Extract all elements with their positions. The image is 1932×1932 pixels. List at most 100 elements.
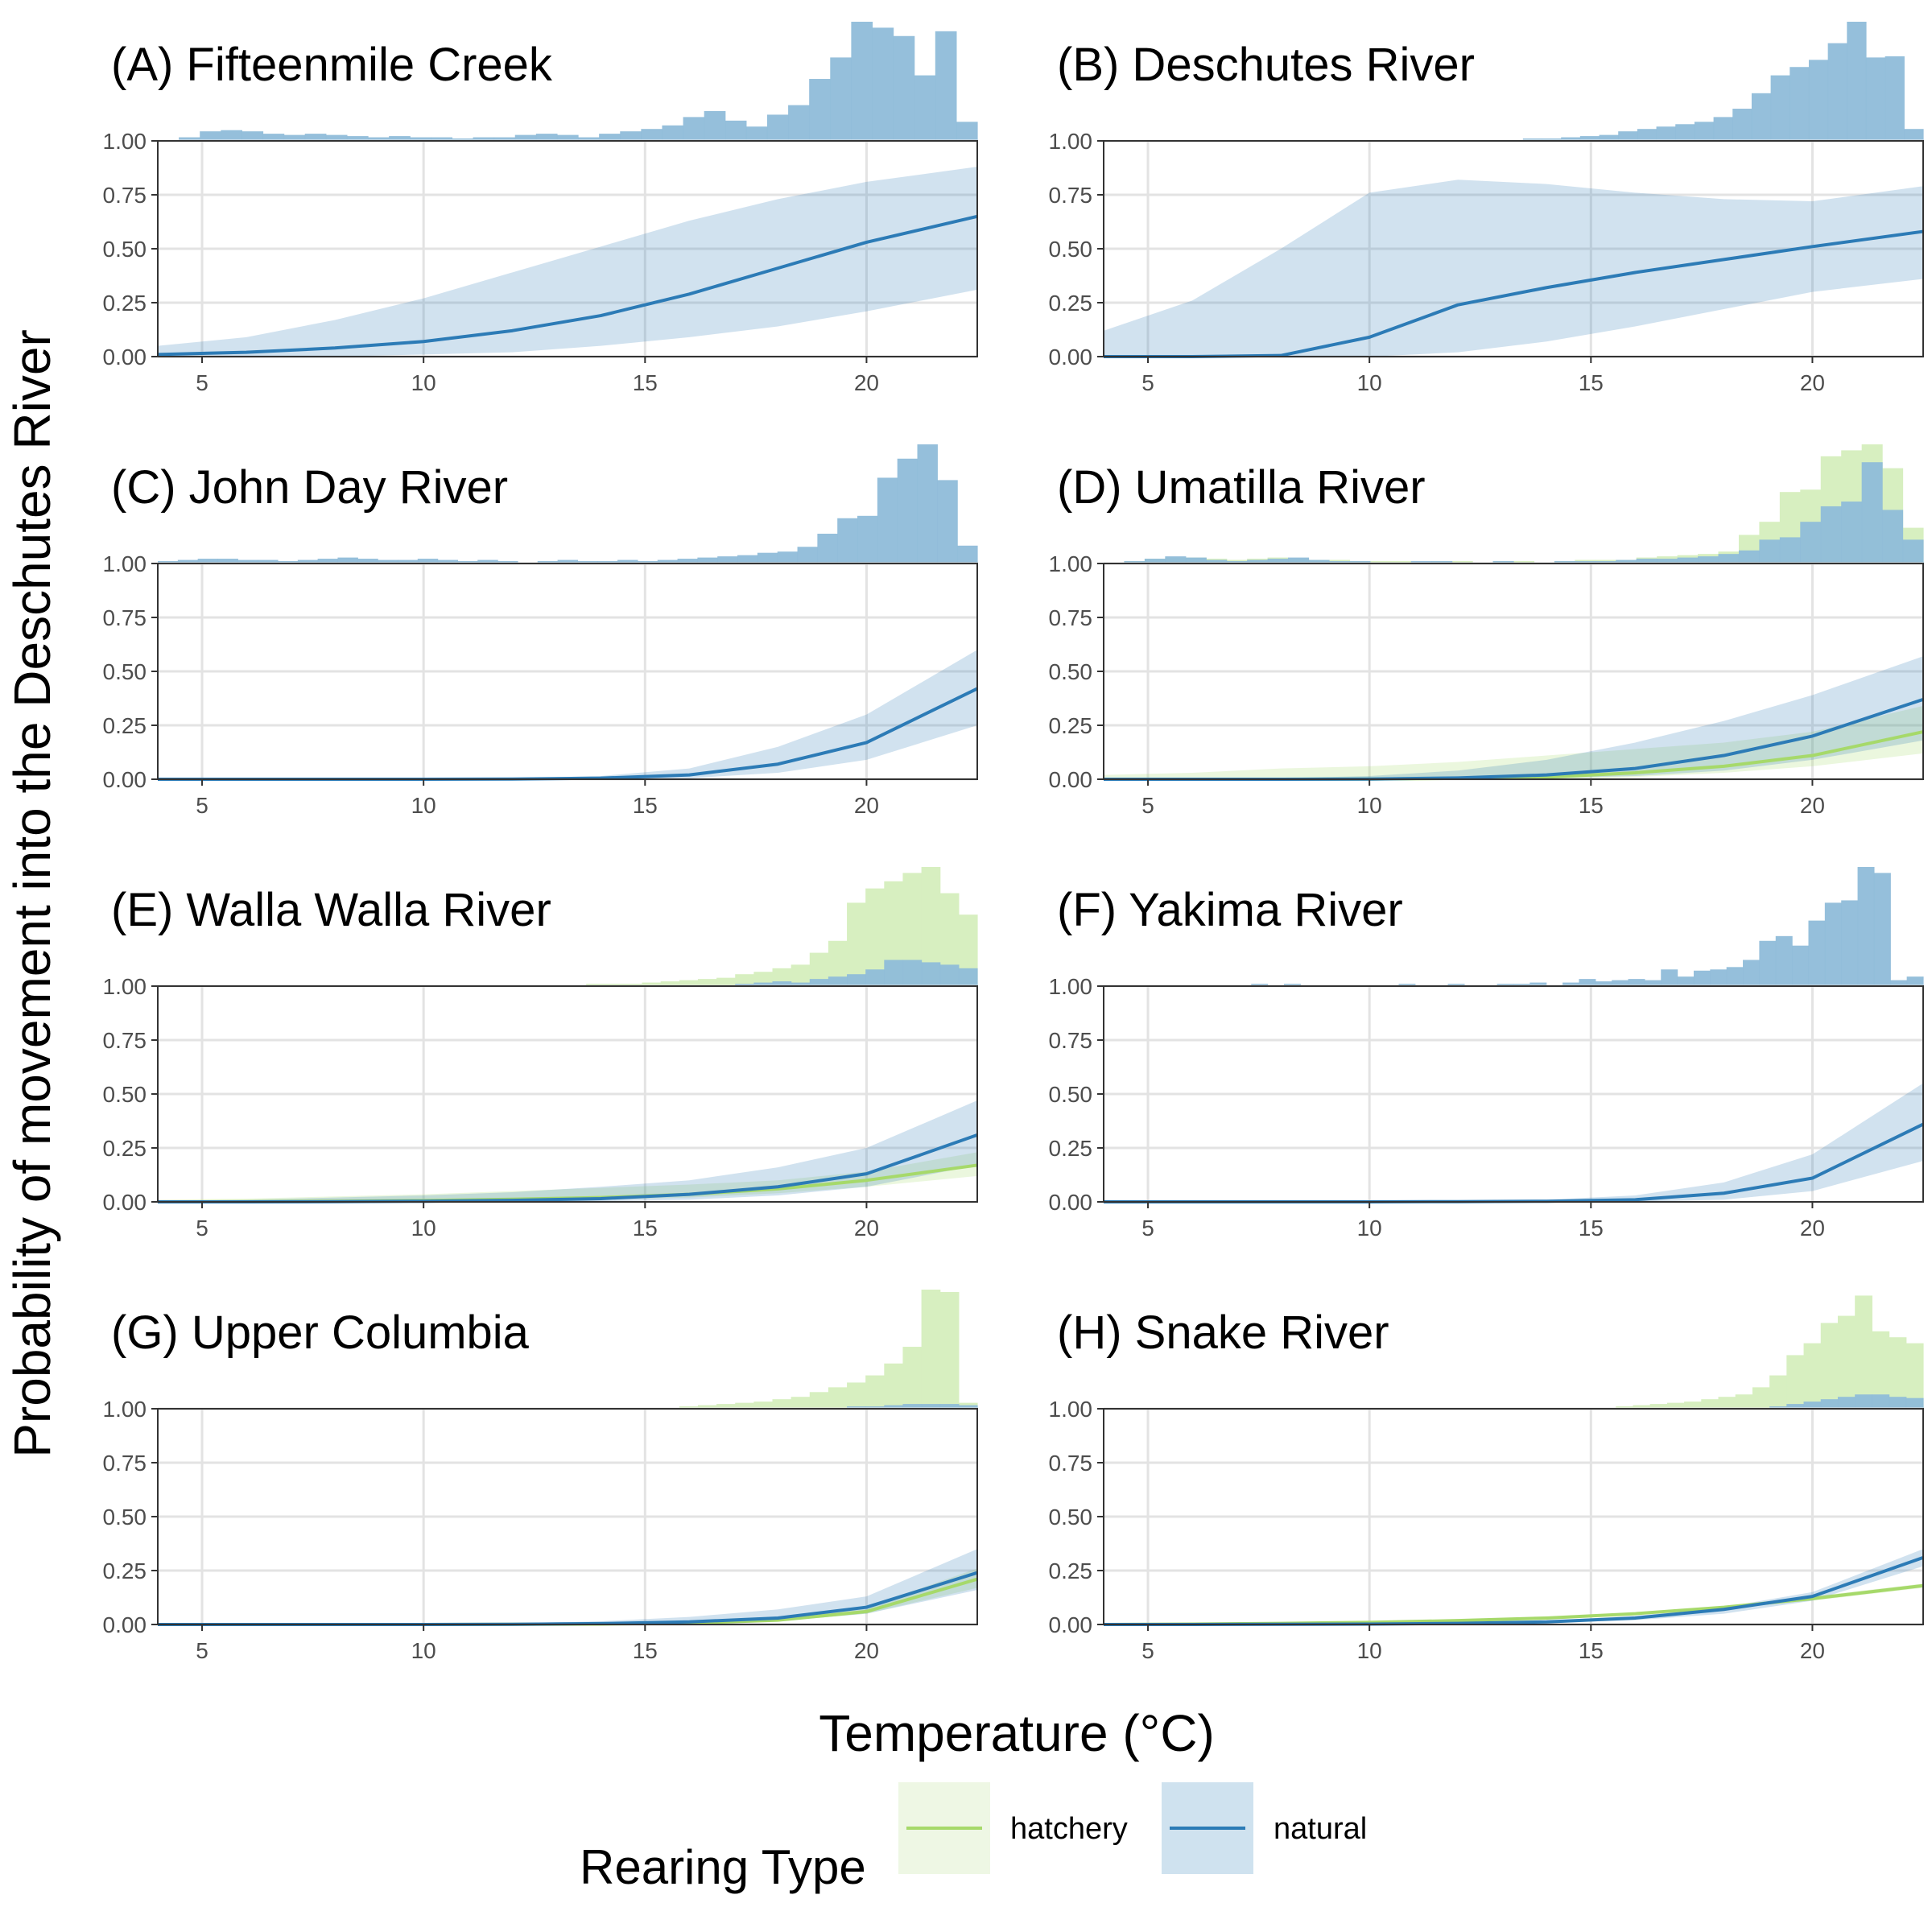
panel-title: (G) Upper Columbia: [111, 1307, 530, 1359]
y-tick-label: 0.75: [1049, 605, 1093, 630]
histogram-bar-natural: [865, 969, 885, 986]
histogram-bar-natural: [1890, 980, 1908, 986]
histogram-bar-natural: [337, 557, 358, 564]
histogram-bar-natural: [1759, 940, 1777, 986]
histogram-bar-natural: [921, 1404, 941, 1409]
x-tick-label: 5: [196, 1216, 208, 1241]
panel-title: (H) Snake River: [1057, 1307, 1389, 1359]
histogram-bar-natural: [641, 129, 663, 141]
histogram-bar-hatchery: [1666, 1402, 1685, 1409]
histogram-bar-natural: [431, 137, 453, 141]
histogram-bar-natural: [237, 559, 258, 564]
histogram-bar-natural: [1661, 969, 1678, 986]
y-tick-label: 0.00: [1049, 1190, 1093, 1215]
histogram-bar-natural: [1759, 539, 1781, 564]
histogram-bar-hatchery: [865, 888, 885, 986]
histogram-bar-natural: [283, 134, 306, 141]
histogram-bar-natural: [757, 552, 778, 564]
x-tick-label: 10: [411, 1638, 436, 1663]
x-tick-label: 20: [854, 793, 879, 818]
histogram-bar-hatchery: [939, 893, 960, 986]
y-tick-label: 0.50: [1049, 1505, 1093, 1530]
x-tick-label: 15: [1579, 793, 1604, 818]
y-tick-label: 1.00: [1049, 974, 1093, 999]
series-line-natural: [1104, 1556, 1924, 1626]
panel-4: (D) Umatilla River 0.00 0.25 0.50 0.75 1.00 5 1…: [1049, 444, 1924, 818]
x-axis-title: Temperature (°C): [819, 1704, 1215, 1762]
panels-container: (A) Fifteenmile Creek 0.00 0.25 0.50 0.75 1.0…: [103, 22, 1924, 1663]
y-axis-title: Probability of movement into the Deschut…: [3, 329, 61, 1458]
y-tick-label: 0.25: [1049, 713, 1093, 738]
histogram-bar-natural: [304, 134, 327, 141]
histogram-hatchery: [605, 1290, 978, 1409]
histogram-bar-hatchery: [735, 974, 754, 986]
histogram-bar-natural: [1144, 559, 1166, 564]
histogram-bar-hatchery: [902, 873, 923, 986]
ci-ribbon-hatchery: [158, 1568, 977, 1624]
x-tick-label: 20: [1800, 370, 1825, 395]
histogram-bar-natural: [745, 126, 768, 141]
histogram-bar-natural: [477, 559, 498, 564]
histogram-bar-natural: [939, 964, 960, 986]
legend-title: Rearing Type: [580, 1840, 866, 1894]
histogram-bar-hatchery: [1837, 1315, 1856, 1409]
histogram-bar-natural: [1775, 935, 1793, 986]
y-tick-label: 0.00: [103, 1190, 147, 1215]
histogram-bar-hatchery: [716, 977, 736, 986]
histogram-bar-natural: [1837, 1397, 1856, 1409]
histogram-bar-natural: [937, 480, 958, 564]
x-tick-label: 15: [1579, 370, 1604, 395]
histogram-bar-hatchery: [1905, 1343, 1924, 1409]
histogram-natural: [1202, 867, 1924, 986]
histogram-bar-natural: [1824, 902, 1842, 986]
histogram-bar-natural: [1530, 982, 1547, 986]
histogram-bar-natural: [1779, 537, 1801, 564]
panel-7: (G) Upper Columbia 0.00 0.25 0.50 0.75 1.00 5 1…: [103, 1290, 978, 1663]
histogram-bar-hatchery: [921, 1290, 941, 1409]
histogram-bar-natural: [1579, 979, 1596, 986]
panel-title: (A) Fifteenmile Creek: [111, 39, 553, 91]
histogram-bar-natural: [1637, 129, 1657, 141]
y-tick-label: 0.75: [103, 1028, 147, 1053]
histogram-bar-natural: [797, 547, 818, 564]
histogram-bar-hatchery: [679, 980, 699, 986]
histogram-bar-natural: [830, 57, 852, 141]
panel-5: (E) Walla Walla River 0.00 0.25 0.50 0.75 1.0…: [103, 867, 978, 1241]
histogram-bar-natural: [346, 136, 369, 141]
panel-6: (F) Yakima River 0.00 0.25 0.50 0.75 1.00 5 10 1…: [1049, 867, 1924, 1241]
y-tick-label: 0.25: [1049, 1136, 1093, 1161]
histogram-bar-natural: [958, 1405, 978, 1409]
series-line-natural: [157, 214, 978, 357]
histogram-bar-natural: [1792, 945, 1810, 986]
x-tick-label: 15: [633, 370, 658, 395]
histogram-bar-natural: [1718, 554, 1740, 564]
ci-ribbon-hatchery: [1104, 705, 1923, 779]
histogram-bar-hatchery: [697, 979, 717, 986]
histogram-bar-hatchery: [1889, 1337, 1907, 1409]
histogram-bar-natural: [1885, 56, 1905, 141]
histogram-bar-natural: [772, 981, 792, 986]
histogram-bar-natural: [1698, 556, 1719, 564]
histogram-bar-natural: [1770, 75, 1790, 141]
histogram-bar-natural: [1694, 122, 1715, 141]
y-tick-label: 0.75: [103, 605, 147, 630]
histogram-bar-natural: [677, 559, 698, 564]
histogram-bar-natural: [1751, 93, 1772, 141]
y-tick-label: 0.50: [103, 1505, 147, 1530]
histogram-bar-natural: [535, 134, 558, 141]
histogram-bar-natural: [902, 1404, 923, 1409]
x-tick-label: 5: [196, 370, 208, 395]
histogram-bar-natural: [1656, 126, 1676, 141]
histogram-bar-natural: [578, 137, 600, 141]
histogram-bar-hatchery: [847, 1382, 866, 1409]
histogram-bar-natural: [809, 979, 829, 986]
histogram-bar-natural: [200, 131, 221, 141]
panel-title: (E) Walla Walla River: [111, 884, 551, 936]
x-tick-label: 10: [1357, 1638, 1382, 1663]
histogram-bar-natural: [1599, 134, 1619, 141]
histogram-bar-natural: [817, 534, 838, 564]
x-tick-label: 20: [854, 1216, 879, 1241]
histogram-bar-natural: [683, 117, 705, 141]
histogram-bar-natural: [1677, 557, 1699, 564]
y-tick-label: 0.25: [103, 1136, 147, 1161]
